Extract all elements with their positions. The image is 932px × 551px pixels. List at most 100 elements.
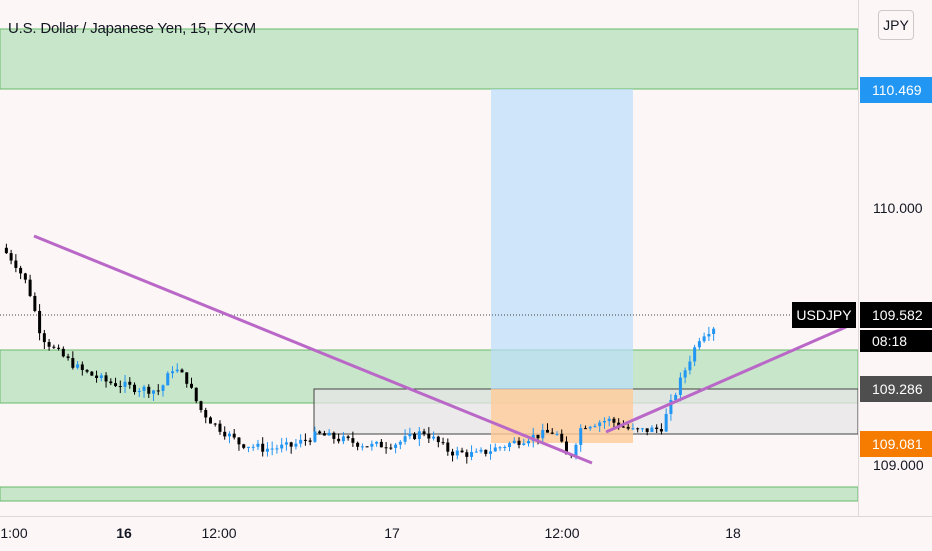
candle-body [650,427,654,432]
candle-body [142,386,146,391]
candle-body [579,428,583,445]
candle-body [527,441,531,444]
candle-body [379,441,383,448]
candle-body [4,247,8,254]
candle-body [299,439,303,444]
candle-body [171,371,175,374]
candle-body [175,369,179,372]
time-axis[interactable]: 1:00 16 12:00 17 12:00 18 [0,516,932,551]
candle-body [508,443,512,448]
candle-body [47,342,51,347]
candle-body [408,433,412,437]
level-mid-price-badge: 109.286 [860,376,932,402]
candle-body [617,422,621,427]
candle-body [702,336,706,342]
candle-body [133,384,137,393]
candle-body [707,333,711,337]
candle-body [541,429,545,439]
candle-body [61,348,65,357]
candle-body [545,429,549,433]
candle-body [598,422,602,427]
lower-support-zone [0,486,858,502]
uptrend-line[interactable] [605,325,847,434]
candle-body [470,452,474,457]
candle-body [659,429,663,432]
candle-body [71,358,75,368]
candle-body [123,381,127,387]
candle-body [489,451,493,454]
candle-body [42,333,46,343]
candle-body [631,428,635,430]
candle-body [227,433,231,437]
candle-body [555,433,559,435]
candle-body [327,432,331,436]
candle-body [460,450,464,453]
zone-top-price-badge: 110.469 [860,77,932,103]
candle-body [588,426,592,429]
candle-body [560,433,564,442]
bar-countdown: 08:18 [860,330,932,352]
time-label: 18 [725,525,741,541]
candle-body [19,267,23,274]
candle-body [484,449,488,454]
candle-body [370,443,374,447]
price-axis[interactable]: JPY 110.469 110.000 109.582 08:18 109.28… [858,0,932,516]
candle-body [451,451,455,456]
candle-body [550,432,554,434]
candle-body [318,431,322,434]
candle-body [640,428,644,430]
candle-body [341,436,345,442]
candle-body [503,447,507,449]
candle-body [574,444,578,456]
resistance-zone [0,28,858,90]
candle-body [636,428,640,430]
chart-title: U.S. Dollar / Japanese Yen, 15, FXCM [8,20,256,37]
candle-body [375,441,379,444]
candle-body [114,383,118,387]
candle-body [337,438,341,442]
candle-body [360,446,364,448]
candle-body [76,364,80,368]
candle-body [9,253,13,261]
candle-body [669,400,673,414]
price-chart[interactable] [0,0,858,516]
candle-body [251,446,255,448]
candle-body [313,431,317,442]
chart-area[interactable]: U.S. Dollar / Japanese Yen, 15, FXCM USD… [0,0,858,516]
candle-body [23,273,27,280]
candle-body [99,375,103,379]
candles-group [4,243,716,464]
candle-body [137,390,141,393]
time-label: 12:00 [544,525,580,541]
candle-body [626,426,630,429]
candle-body [152,390,156,394]
candle-body [246,446,250,448]
candle-body [678,377,682,395]
time-label: 1:00 [0,525,28,541]
downtrend-line[interactable] [33,234,593,465]
target-zone [491,89,633,389]
candle-body [517,440,521,445]
candle-body [90,371,94,376]
candle-body [232,433,236,438]
candle-body [384,447,388,449]
candle-body [536,434,540,439]
candle-body [256,443,260,447]
candle-body [223,431,227,437]
time-label: 12:00 [201,525,237,541]
candle-body [128,381,132,385]
candle-body [607,418,611,421]
candle-body [289,442,293,447]
currency-button[interactable]: JPY [878,10,914,40]
candle-body [365,446,369,448]
candle-body [118,386,122,388]
candle-body [655,427,659,430]
candle-body [185,372,189,384]
candle-body [308,440,312,442]
candle-body [479,449,483,452]
candle-body [284,442,288,445]
candle-body [270,448,274,450]
candle-body [156,390,160,392]
candle-body [436,436,440,443]
candle-body [441,442,445,444]
